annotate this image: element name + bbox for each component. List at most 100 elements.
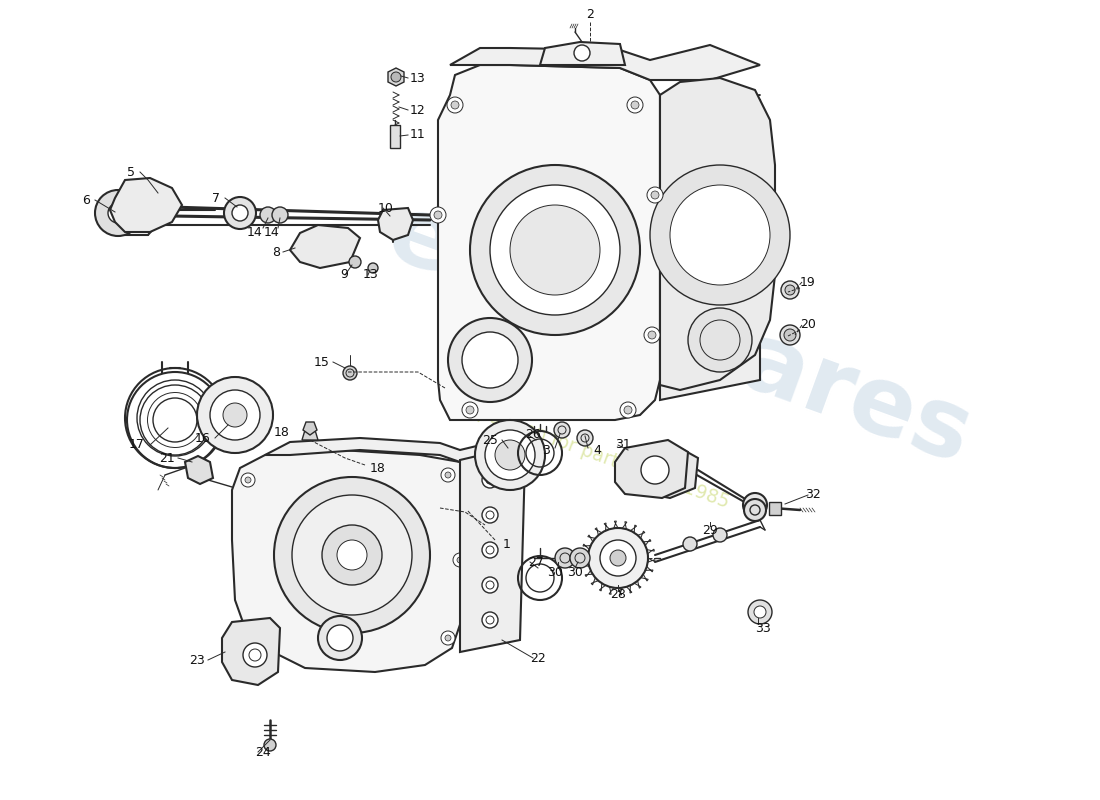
Text: 16: 16 xyxy=(195,431,210,445)
Circle shape xyxy=(264,739,276,751)
Polygon shape xyxy=(640,574,648,581)
Polygon shape xyxy=(581,554,589,558)
Circle shape xyxy=(620,402,636,418)
Circle shape xyxy=(482,577,498,593)
Text: 30: 30 xyxy=(547,566,563,578)
Circle shape xyxy=(95,190,141,236)
Polygon shape xyxy=(265,438,515,462)
Circle shape xyxy=(475,420,544,490)
Text: 5: 5 xyxy=(126,166,135,178)
Circle shape xyxy=(683,537,697,551)
Text: 8: 8 xyxy=(272,246,280,258)
Circle shape xyxy=(447,97,463,113)
Polygon shape xyxy=(290,225,360,268)
Circle shape xyxy=(781,281,799,299)
Circle shape xyxy=(610,550,626,566)
Circle shape xyxy=(482,542,498,558)
Circle shape xyxy=(251,633,265,647)
Polygon shape xyxy=(302,422,317,435)
Text: 13: 13 xyxy=(410,71,426,85)
Text: 9: 9 xyxy=(340,269,348,282)
Polygon shape xyxy=(390,125,400,148)
Circle shape xyxy=(742,493,767,517)
Text: 19: 19 xyxy=(800,275,816,289)
Text: a passion for parts since 1985: a passion for parts since 1985 xyxy=(459,398,732,512)
Circle shape xyxy=(327,625,353,651)
Circle shape xyxy=(462,332,518,388)
Circle shape xyxy=(495,440,525,470)
Circle shape xyxy=(441,631,455,645)
Circle shape xyxy=(466,406,474,414)
Circle shape xyxy=(197,377,273,453)
Text: 27: 27 xyxy=(528,555,543,569)
Circle shape xyxy=(556,548,575,568)
Circle shape xyxy=(600,540,636,576)
Polygon shape xyxy=(660,80,760,400)
Circle shape xyxy=(322,525,382,585)
Polygon shape xyxy=(468,452,515,640)
Polygon shape xyxy=(460,447,525,652)
Text: 14: 14 xyxy=(248,226,263,238)
Text: 31: 31 xyxy=(615,438,630,451)
Circle shape xyxy=(748,600,772,624)
Polygon shape xyxy=(540,42,625,65)
Polygon shape xyxy=(222,618,280,685)
Circle shape xyxy=(446,635,451,641)
Polygon shape xyxy=(635,581,641,588)
Circle shape xyxy=(482,507,498,523)
Circle shape xyxy=(243,643,267,667)
Circle shape xyxy=(223,403,248,427)
Circle shape xyxy=(448,318,532,402)
Polygon shape xyxy=(638,531,645,538)
Circle shape xyxy=(274,477,430,633)
Text: 2: 2 xyxy=(586,9,594,22)
Polygon shape xyxy=(378,208,412,240)
Text: 10: 10 xyxy=(378,202,394,214)
Text: 33: 33 xyxy=(755,622,771,634)
Circle shape xyxy=(337,540,367,570)
Polygon shape xyxy=(583,544,591,550)
Text: 28: 28 xyxy=(610,589,626,602)
Text: 4: 4 xyxy=(593,443,601,457)
Circle shape xyxy=(785,285,795,295)
Circle shape xyxy=(688,308,752,372)
Circle shape xyxy=(554,422,570,438)
Polygon shape xyxy=(609,586,614,594)
Text: 18: 18 xyxy=(370,462,386,474)
Circle shape xyxy=(647,187,663,203)
Circle shape xyxy=(754,606,766,618)
Circle shape xyxy=(260,207,276,223)
Polygon shape xyxy=(646,566,653,572)
Polygon shape xyxy=(623,522,627,530)
Circle shape xyxy=(210,390,260,440)
Circle shape xyxy=(224,197,256,229)
Text: 22: 22 xyxy=(530,651,546,665)
Polygon shape xyxy=(110,178,182,232)
Polygon shape xyxy=(618,588,623,595)
Text: 24: 24 xyxy=(255,746,271,758)
Text: 12: 12 xyxy=(410,103,426,117)
Circle shape xyxy=(588,528,648,588)
Polygon shape xyxy=(438,65,660,420)
Text: 21: 21 xyxy=(160,451,175,465)
Circle shape xyxy=(453,553,468,567)
Polygon shape xyxy=(587,535,595,542)
Circle shape xyxy=(318,616,362,660)
Polygon shape xyxy=(615,440,688,498)
Polygon shape xyxy=(660,78,776,390)
Circle shape xyxy=(631,101,639,109)
Text: 14: 14 xyxy=(264,226,279,238)
Circle shape xyxy=(255,637,261,643)
Text: 20: 20 xyxy=(800,318,816,331)
Text: 13: 13 xyxy=(363,269,378,282)
Circle shape xyxy=(482,472,498,488)
Text: 1: 1 xyxy=(503,538,510,551)
Circle shape xyxy=(670,185,770,285)
Polygon shape xyxy=(582,562,590,567)
Text: 15: 15 xyxy=(315,355,330,369)
Text: 29: 29 xyxy=(702,523,718,537)
Circle shape xyxy=(446,472,451,478)
Circle shape xyxy=(292,495,412,615)
Text: 17: 17 xyxy=(129,438,145,451)
Circle shape xyxy=(343,366,358,380)
